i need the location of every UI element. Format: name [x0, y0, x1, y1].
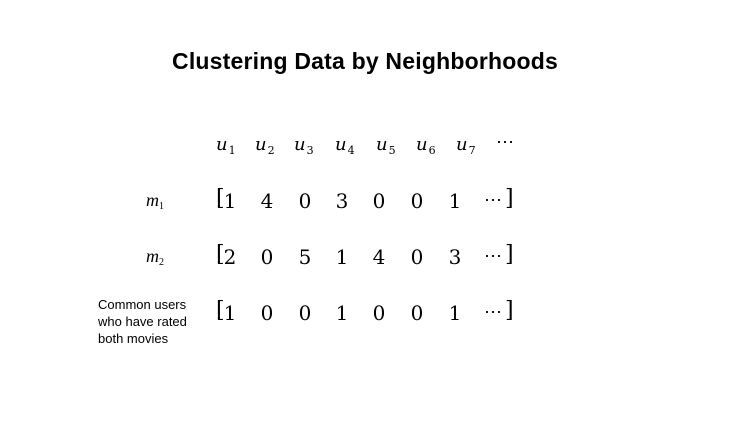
column-header-u3: u3 [294, 134, 314, 157]
matrix-cell: 2 [223, 245, 237, 269]
row-ellipsis: ⋯ [484, 302, 502, 323]
matrix-cell: 1 [335, 301, 349, 325]
matrix-cell: 0 [260, 301, 274, 325]
column-header-u6: u6 [416, 134, 436, 157]
matrix-cell: 1 [448, 189, 462, 213]
matrix-cell: 0 [298, 189, 312, 213]
row-label-m1: m1 [146, 190, 164, 212]
matrix-cell: 4 [260, 189, 274, 213]
matrix-cell: 0 [260, 245, 274, 269]
matrix-cell: 1 [335, 245, 349, 269]
open-bracket: [ [216, 242, 225, 267]
open-bracket: [ [216, 186, 225, 211]
row-ellipsis: ⋯ [484, 190, 502, 211]
matrix-cell: 4 [372, 245, 386, 269]
column-header-u5: u5 [376, 134, 396, 157]
close-bracket: ] [505, 186, 514, 211]
matrix-cell: 5 [298, 245, 312, 269]
matrix-cell: 0 [298, 301, 312, 325]
matrix-cell: 1 [223, 301, 237, 325]
close-bracket: ] [505, 298, 514, 323]
matrix-cell: 1 [223, 189, 237, 213]
page-title: Clustering Data by Neighborhoods [172, 48, 558, 74]
column-header-u2: u2 [255, 134, 275, 157]
matrix-cell: 1 [448, 301, 462, 325]
matrix-cell: 3 [448, 245, 462, 269]
row-label-m2: m2 [146, 246, 164, 268]
column-header-u1: u1 [216, 134, 236, 157]
column-header-ellipsis: ⋯ [496, 132, 514, 153]
open-bracket: [ [216, 298, 225, 323]
column-header-u4: u4 [335, 134, 355, 157]
matrix-cell: 0 [410, 301, 424, 325]
row-ellipsis: ⋯ [484, 246, 502, 267]
matrix-cell: 0 [410, 245, 424, 269]
row-label-common-users: Common users who have rated both movies [98, 297, 187, 346]
matrix-cell: 3 [335, 189, 349, 213]
column-header-u7: u7 [456, 134, 476, 157]
matrix-cell: 0 [410, 189, 424, 213]
matrix-cell: 0 [372, 301, 386, 325]
matrix-cell: 0 [372, 189, 386, 213]
close-bracket: ] [505, 242, 514, 267]
